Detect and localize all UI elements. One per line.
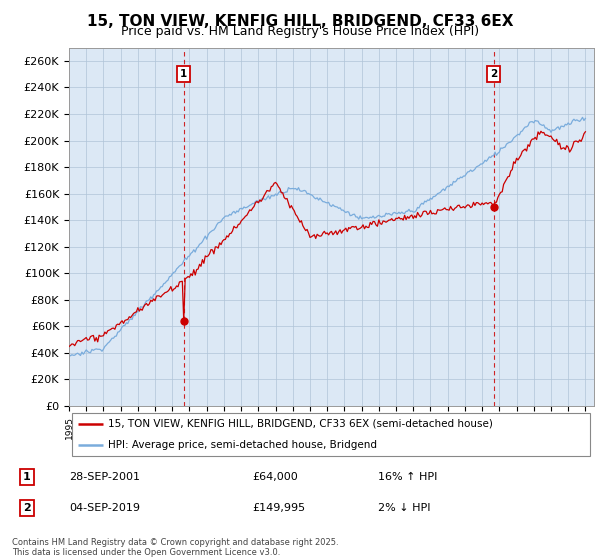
Text: Price paid vs. HM Land Registry's House Price Index (HPI): Price paid vs. HM Land Registry's House … xyxy=(121,25,479,38)
FancyBboxPatch shape xyxy=(71,413,590,456)
Text: 2: 2 xyxy=(23,503,31,513)
Text: £149,995: £149,995 xyxy=(252,503,305,513)
Text: Contains HM Land Registry data © Crown copyright and database right 2025.
This d: Contains HM Land Registry data © Crown c… xyxy=(12,538,338,557)
Text: 15, TON VIEW, KENFIG HILL, BRIDGEND, CF33 6EX: 15, TON VIEW, KENFIG HILL, BRIDGEND, CF3… xyxy=(87,14,513,29)
Text: 15, TON VIEW, KENFIG HILL, BRIDGEND, CF33 6EX (semi-detached house): 15, TON VIEW, KENFIG HILL, BRIDGEND, CF3… xyxy=(109,419,493,429)
Text: £64,000: £64,000 xyxy=(252,472,298,482)
Text: 16% ↑ HPI: 16% ↑ HPI xyxy=(378,472,437,482)
Text: 2% ↓ HPI: 2% ↓ HPI xyxy=(378,503,431,513)
Text: 1: 1 xyxy=(180,69,187,79)
Text: 2: 2 xyxy=(490,69,497,79)
Text: 04-SEP-2019: 04-SEP-2019 xyxy=(69,503,140,513)
Text: HPI: Average price, semi-detached house, Bridgend: HPI: Average price, semi-detached house,… xyxy=(109,440,377,450)
Text: 1: 1 xyxy=(23,472,31,482)
Text: 28-SEP-2001: 28-SEP-2001 xyxy=(69,472,140,482)
